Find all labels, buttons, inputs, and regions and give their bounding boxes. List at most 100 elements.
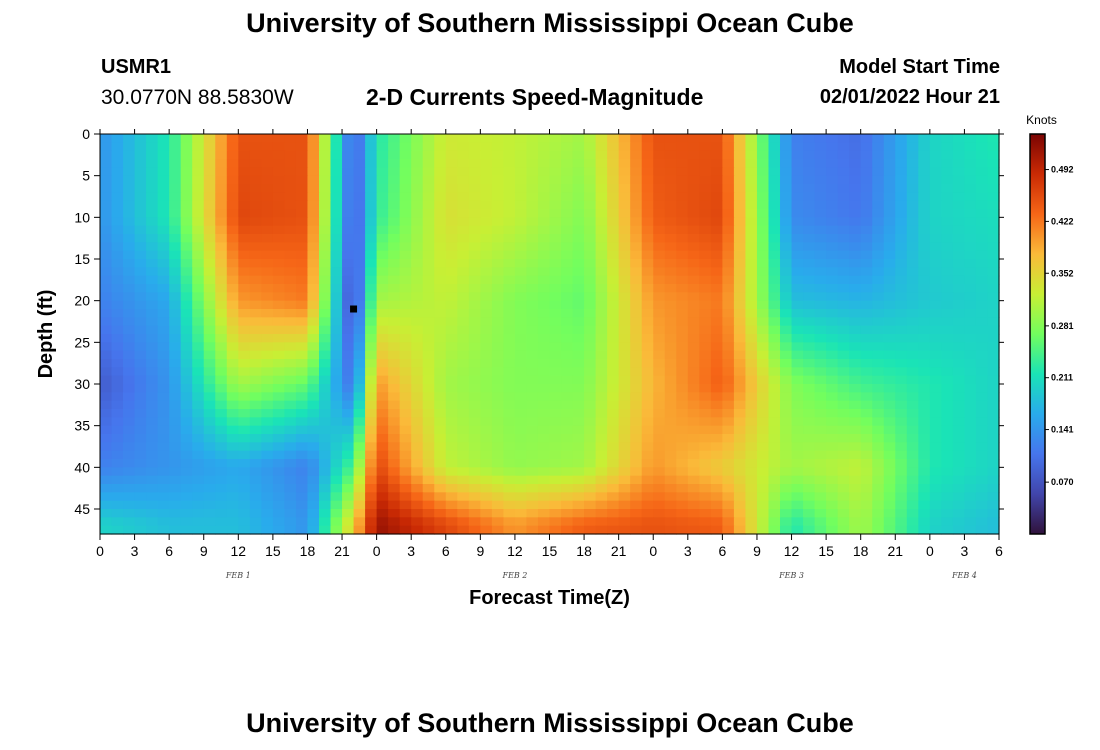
heatmap-cell [987,484,1000,493]
heatmap-cell [134,492,147,502]
heatmap-cell [929,375,942,385]
heatmap-cell [872,359,885,368]
heatmap-cell [676,434,689,443]
heatmap-cell [457,292,470,302]
heatmap-cell [388,142,401,152]
heatmap-cell [561,434,574,443]
heatmap-cell [318,409,332,418]
heatmap-cell [572,375,585,385]
heatmap-cell [226,375,239,385]
heatmap-cell [261,434,274,443]
heatmap-cell [745,184,758,193]
heatmap-cell [445,209,458,218]
heatmap-cell [561,325,574,335]
heatmap-cell [318,442,332,452]
heatmap-cell [918,342,931,352]
heatmap-cell [215,375,228,385]
heatmap-cell [745,525,758,535]
heatmap-cell [272,250,286,260]
heatmap-cell [849,234,862,243]
heatmap-cell [261,350,274,360]
heatmap-cell [549,484,562,493]
heatmap-cell [918,134,931,143]
heatmap-cell [537,217,551,227]
heatmap-cell [895,284,908,293]
heatmap-cell [503,250,516,260]
heatmap-cell [710,509,723,518]
heatmap-cell [249,284,262,293]
heatmap-cell [434,200,447,210]
heatmap-cell [630,392,643,402]
heatmap-cell [157,459,170,468]
heatmap-cell [826,300,839,310]
heatmap-cell [987,442,1000,452]
heatmap-cell [134,350,147,360]
heatmap-cell [146,292,159,302]
heatmap-cell [791,450,804,460]
heatmap-cell [342,209,355,218]
heatmap-cell [226,442,239,452]
heatmap-cell [584,267,597,277]
heatmap-cell [595,259,608,268]
heatmap-cell [537,167,551,177]
heatmap-cell [353,409,366,418]
heatmap-cell [491,250,505,260]
heatmap-cell [641,317,654,327]
heatmap-cell [918,500,931,510]
heatmap-cell [745,267,758,277]
heatmap-cell [388,417,401,427]
heatmap-cell [480,434,493,443]
heatmap-cell [768,192,781,202]
heatmap-cell [883,142,896,152]
heatmap-cell [342,284,355,293]
heatmap-cell [676,225,689,235]
heatmap-cell [895,250,908,260]
heatmap-cell [514,409,528,418]
heatmap-cell [203,409,216,418]
heatmap-cell [584,292,597,302]
heatmap-cell [803,450,816,460]
heatmap-cell [929,392,942,402]
heatmap-cell [134,434,147,443]
heatmap-cell [376,234,389,243]
heatmap-cell [630,384,643,393]
heatmap-cell [595,334,608,343]
heatmap-cell [457,209,470,218]
heatmap-cell [906,284,919,293]
heatmap-cell [468,492,481,502]
heatmap-cell [457,184,470,193]
heatmap-cell [584,509,597,518]
y-tick-label: 35 [74,418,90,434]
heatmap-cell [468,317,481,327]
heatmap-cell [284,434,297,443]
heatmap-cell [295,450,309,460]
heatmap-cell [653,434,666,443]
heatmap-cell [676,134,689,143]
heatmap-cell [756,450,770,460]
heatmap-cell [226,525,239,535]
heatmap-cell [710,467,723,477]
heatmap-cell [180,375,193,385]
heatmap-cell [272,242,286,252]
heatmap-cell [618,309,631,318]
heatmap-cell [503,459,516,468]
heatmap-cell [607,192,620,202]
heatmap-cell [987,267,1000,277]
heatmap-cell [295,492,309,502]
heatmap-cell [687,475,700,485]
heatmap-cell [411,134,424,143]
heatmap-cell [192,475,205,485]
x-tick-label: 0 [96,543,104,559]
heatmap-cell [342,225,355,235]
heatmap-cell [607,167,620,177]
heatmap-cell [307,284,320,293]
heatmap-cell [295,175,309,185]
heatmap-cell [249,150,262,160]
heatmap-cell [100,184,113,193]
heatmap-cell [722,184,735,193]
heatmap-cell [860,467,873,477]
heatmap-cell [238,500,251,510]
heatmap-cell [261,300,274,310]
heatmap-cell [284,417,297,427]
heatmap-cell [664,142,677,152]
